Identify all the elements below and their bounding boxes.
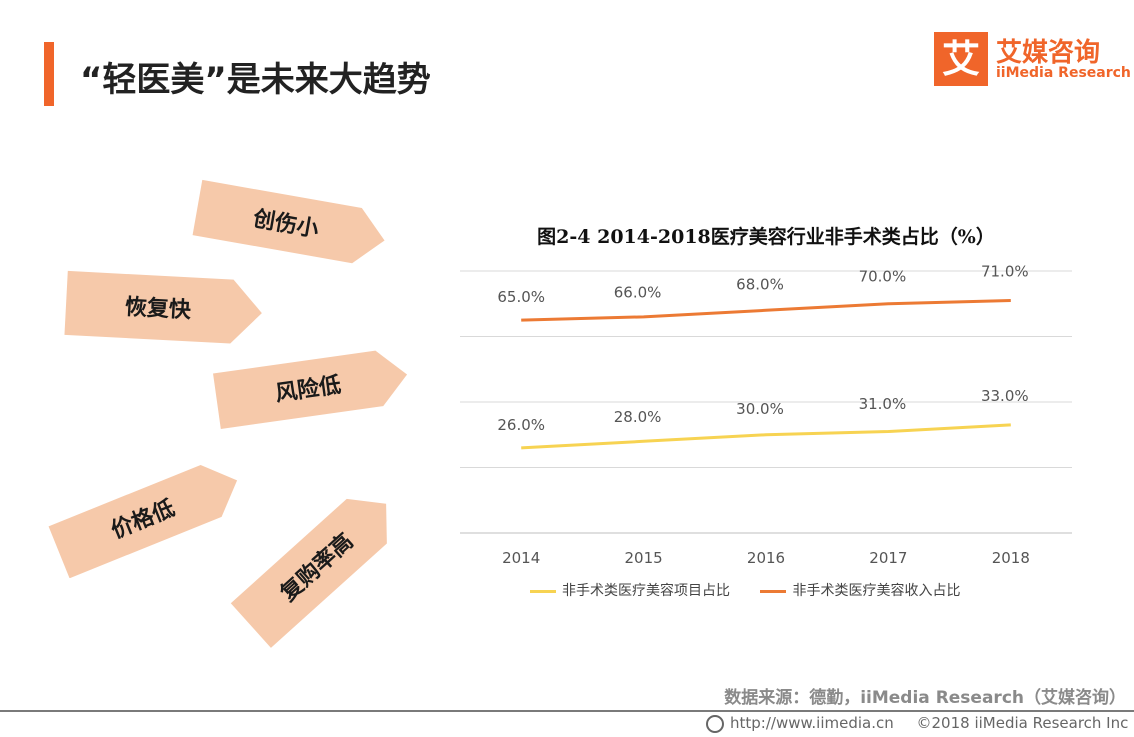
series-line-project-share — [521, 423, 1011, 450]
chart-title: 图2-4 2014-2018医疗美容行业非手术类占比（%） — [537, 226, 995, 248]
feature-label-2: 恢复快 — [124, 294, 192, 323]
data-source: 数据来源：德勤，iiMedia Research（艾媒咨询） — [724, 688, 1126, 708]
feature-arrow-4: 价格低 — [48, 464, 238, 578]
footer-bar: http://www.iimedia.cn ©2018 iiMedia Rese… — [706, 714, 1128, 733]
data-label: 70.0% — [859, 267, 907, 285]
data-label: 66.0% — [614, 283, 662, 301]
footer-divider — [0, 710, 1134, 712]
data-label: 26.0% — [497, 416, 545, 434]
logo-english-name: iiMedia Research — [996, 65, 1131, 81]
feature-arrow-3: 风险低 — [213, 350, 408, 429]
logo-mark: 艾 — [934, 32, 988, 86]
legend-label-project-share: 非手术类医疗美容项目占比 — [562, 583, 730, 599]
series-line-revenue-share — [521, 298, 1011, 322]
x-tick-label: 2016 — [747, 549, 785, 567]
footer-copyright: ©2018 iiMedia Research Inc — [916, 714, 1129, 732]
title-accent-bar — [44, 42, 54, 106]
legend-swatch-project-share — [530, 589, 556, 593]
chart-legend: 非手术类医疗美容项目占比 非手术类医疗美容收入占比 — [530, 580, 986, 600]
data-label: 71.0% — [981, 262, 1029, 280]
data-label: 28.0% — [614, 408, 662, 426]
x-tick-label: 2015 — [625, 549, 663, 567]
feature-arrow-5: 复购率高 — [230, 498, 387, 648]
legend-label-revenue-share: 非手术类医疗美容收入占比 — [792, 583, 961, 599]
data-label: 33.0% — [981, 387, 1029, 405]
brand-logo: 艾 艾媒咨询 iiMedia Research — [934, 32, 1131, 86]
x-tick-label: 2014 — [502, 549, 540, 567]
page-title: “轻医美”是未来大趋势 — [80, 60, 431, 100]
data-label: 65.0% — [497, 288, 545, 306]
footer-url[interactable]: http://www.iimedia.cn — [730, 714, 894, 732]
feature-arrow-2: 恢复快 — [64, 270, 262, 344]
globe-icon — [706, 714, 724, 733]
logo-chinese-name: 艾媒咨询 — [996, 38, 1101, 68]
legend-item-project-share: 非手术类医疗美容项目占比 — [530, 580, 730, 600]
data-label: 30.0% — [736, 400, 784, 418]
data-label: 68.0% — [736, 275, 784, 293]
x-tick-label: 2017 — [869, 549, 907, 567]
legend-item-revenue-share: 非手术类医疗美容收入占比 — [760, 580, 960, 600]
legend-swatch-revenue-share — [760, 589, 787, 593]
x-tick-label: 2018 — [992, 549, 1030, 567]
data-label: 31.0% — [859, 395, 907, 413]
feature-arrow-1: 创伤小 — [192, 179, 385, 264]
